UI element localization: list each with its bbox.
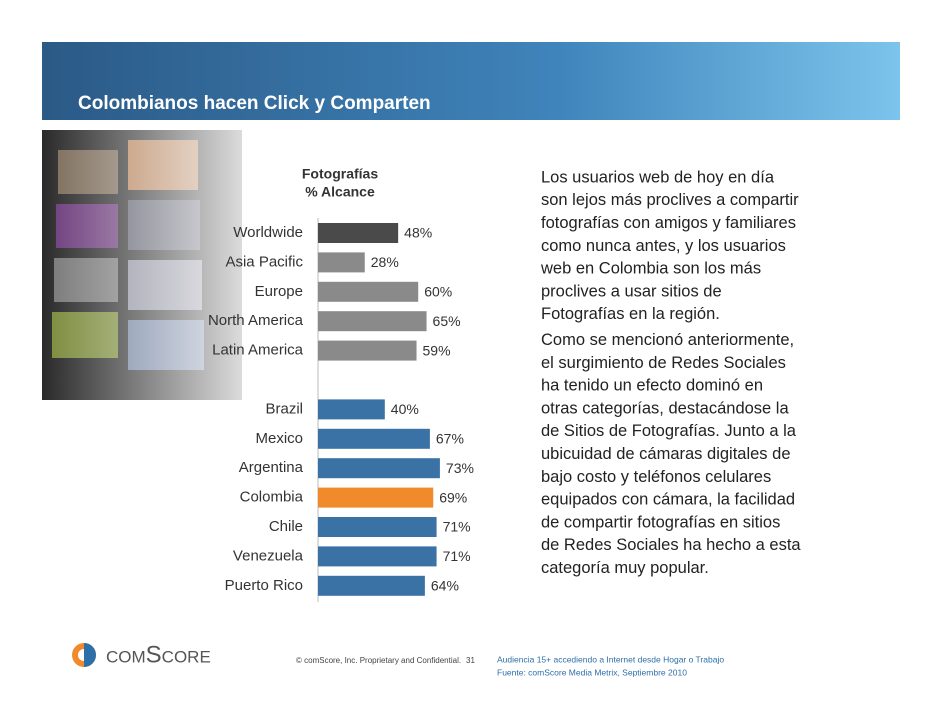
value-label: 48% xyxy=(404,225,432,241)
value-label: 40% xyxy=(391,401,419,417)
body-text: son lejos más proclives a compartir xyxy=(541,191,799,209)
body-text: como nunca antes, y los usuarios xyxy=(541,237,786,255)
body-text: Fotografías en la región. xyxy=(541,305,720,323)
body-text: de Redes Sociales ha hecho a esta xyxy=(541,536,801,554)
value-label: 65% xyxy=(433,313,461,329)
category-label: North America xyxy=(208,312,304,329)
body-text: ubicuidad de cámaras digitales de xyxy=(541,445,791,463)
page-number: 31 xyxy=(466,656,475,665)
category-label: Colombia xyxy=(240,489,304,506)
bar xyxy=(318,252,365,273)
logo: comScore xyxy=(72,641,211,668)
body-text: de compartir fotografías en sitios xyxy=(541,513,780,531)
value-label: 71% xyxy=(443,548,471,564)
screens-image xyxy=(42,130,282,420)
body-text: otras categorías, destacándose la xyxy=(541,399,789,417)
bar xyxy=(318,575,425,596)
category-label: Puerto Rico xyxy=(225,577,303,594)
bar xyxy=(318,340,417,361)
source-note: Fuente: comScore Media Metrix, Septiembr… xyxy=(497,667,687,677)
bar xyxy=(318,311,427,332)
header-band xyxy=(42,42,900,120)
body-text: categoría muy popular. xyxy=(541,559,709,577)
chart-subtitle: % Alcance xyxy=(305,184,375,200)
body-text: Como se mencionó anteriormente, xyxy=(541,331,794,349)
bar xyxy=(318,428,430,449)
category-label: Worldwide xyxy=(233,224,303,241)
value-label: 73% xyxy=(446,460,474,476)
category-label: Chile xyxy=(269,518,303,535)
body-text: proclives a usar sitios de xyxy=(541,282,722,300)
category-label: Mexico xyxy=(255,430,303,447)
value-label: 60% xyxy=(424,284,452,300)
body-text: equipados con cámara, la facilidad xyxy=(541,491,795,509)
bar xyxy=(318,487,434,508)
value-label: 59% xyxy=(423,342,451,358)
value-label: 69% xyxy=(439,489,467,505)
value-label: 64% xyxy=(431,578,459,594)
slide-title: Colombianos hacen Click y Comparten xyxy=(78,93,431,114)
category-label: Europe xyxy=(255,283,303,300)
body-text: de Sitios de Fotografías. Junto a la xyxy=(541,422,797,440)
bar xyxy=(318,458,440,479)
value-label: 28% xyxy=(371,254,399,270)
body-text: ha tenido un efecto dominó en xyxy=(541,377,763,395)
body-text: el surgimiento de Redes Sociales xyxy=(541,354,786,372)
value-label: 71% xyxy=(443,519,471,535)
body-text: Los usuarios web de hoy en día xyxy=(541,168,775,186)
category-label: Asia Pacific xyxy=(225,253,303,270)
copyright: © comScore, Inc. Proprietary and Confide… xyxy=(296,656,461,665)
bar xyxy=(318,281,419,302)
chart-title: Fotografías xyxy=(302,166,378,182)
category-label: Argentina xyxy=(239,459,304,476)
bar xyxy=(318,517,437,537)
bar xyxy=(318,399,385,420)
category-label: Venezuela xyxy=(233,547,304,564)
body-text: web en Colombia son los más xyxy=(540,260,761,278)
category-label: Latin America xyxy=(212,342,304,359)
bar xyxy=(318,223,399,243)
value-label: 67% xyxy=(436,431,464,447)
logo-text: comScore xyxy=(106,641,211,668)
bar xyxy=(318,546,437,567)
source-note: Audiencia 15+ accediendo a Internet desd… xyxy=(497,654,724,664)
body-text: fotografías con amigos y familiares xyxy=(541,214,796,232)
category-label: Brazil xyxy=(265,400,303,417)
body-text: bajo costo y teléfonos celulares xyxy=(541,468,771,486)
